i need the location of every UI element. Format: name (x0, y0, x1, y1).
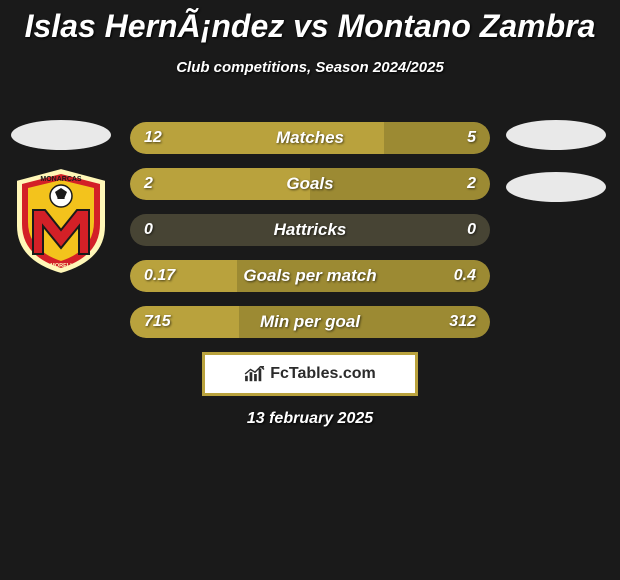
footer-brand-text: FcTables.com (270, 365, 376, 383)
monarcas-shield-icon: MONARCAS MORELI (11, 166, 111, 276)
subtitle: Club competitions, Season 2024/2025 (0, 59, 620, 76)
stat-label: Min per goal (260, 312, 360, 332)
bar-chart-icon (244, 365, 266, 383)
stat-row: 12 5 Matches (130, 122, 490, 154)
stat-label: Matches (276, 128, 344, 148)
player-photo-placeholder-right-1 (506, 120, 606, 150)
stat-value-right: 2 (467, 175, 476, 193)
player-photo-placeholder-right-2 (506, 172, 606, 202)
stats-container: 12 5 Matches 2 2 Goals 0 0 Hattricks 0.17 0.4 Goals… (130, 122, 490, 338)
stat-row: 2 2 Goals (130, 168, 490, 200)
stat-label: Hattricks (274, 220, 347, 240)
badge-top-text: MONARCAS (40, 176, 82, 183)
stat-value-right: 0 (467, 221, 476, 239)
page-title: Islas HernÃ¡ndez vs Montano Zambra (0, 0, 620, 45)
stat-row: 0 0 Hattricks (130, 214, 490, 246)
date-text: 13 february 2025 (0, 410, 620, 428)
footer-brand-box[interactable]: FcTables.com (202, 352, 418, 396)
stat-fill-left (130, 122, 384, 154)
stat-fill-left (130, 168, 310, 200)
stat-value-right: 312 (449, 313, 476, 331)
club-badge-left: MONARCAS MORELI (11, 166, 111, 276)
stat-value-left: 2 (144, 175, 153, 193)
left-player-column: MONARCAS MORELI (8, 120, 113, 276)
badge-bottom-text: MORELI (50, 263, 72, 269)
stat-label: Goals per match (243, 266, 376, 286)
stat-value-right: 5 (467, 129, 476, 147)
stat-value-left: 12 (144, 129, 162, 147)
stat-label: Goals (286, 174, 333, 194)
stat-value-left: 0.17 (144, 267, 175, 285)
stat-value-left: 0 (144, 221, 153, 239)
stat-value-right: 0.4 (454, 267, 476, 285)
stat-row: 0.17 0.4 Goals per match (130, 260, 490, 292)
player-photo-placeholder-left (11, 120, 111, 150)
stat-row: 715 312 Min per goal (130, 306, 490, 338)
right-player-column (503, 120, 608, 202)
stat-fill-right (310, 168, 490, 200)
stat-value-left: 715 (144, 313, 171, 331)
